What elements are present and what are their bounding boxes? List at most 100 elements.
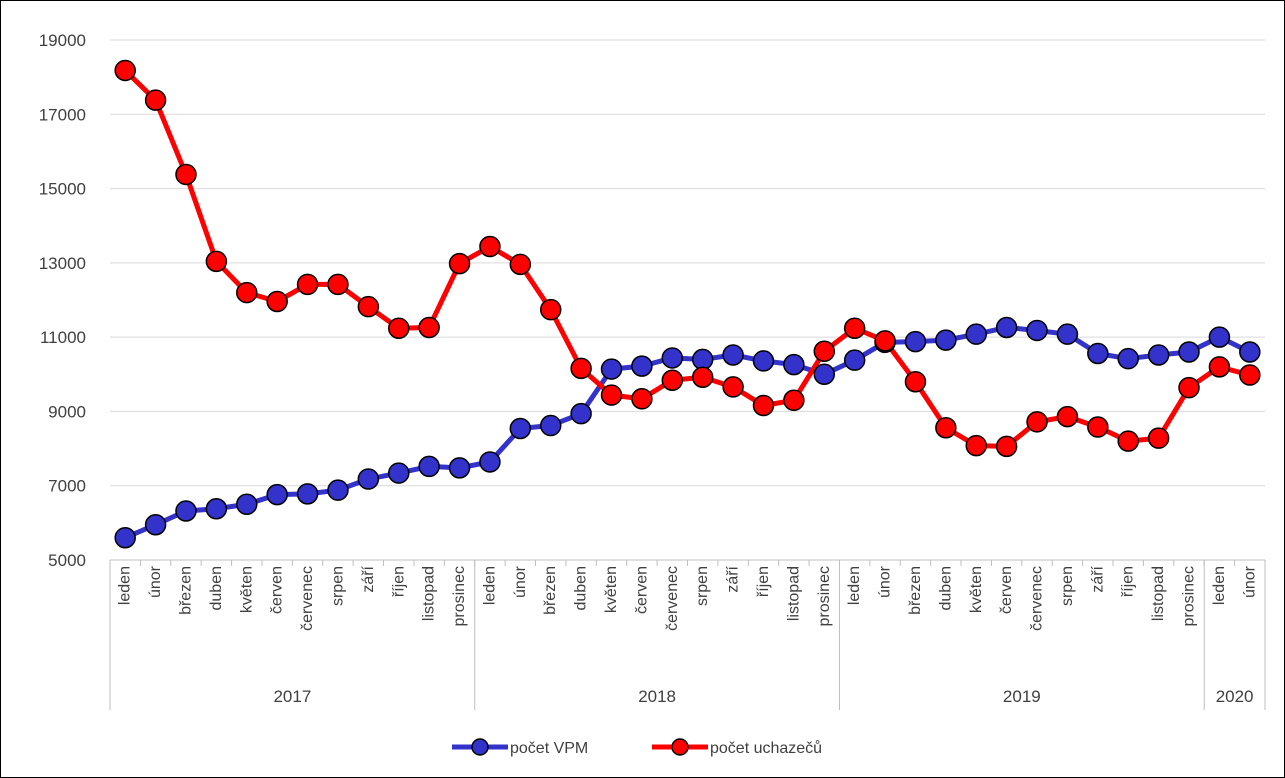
series-line bbox=[124, 324, 1251, 541]
series-lines bbox=[123, 68, 1251, 541]
data-point bbox=[388, 462, 410, 484]
year-label: 2020 bbox=[1216, 687, 1254, 706]
x-tick-label: duben bbox=[208, 566, 225, 611]
x-tick-label: září bbox=[725, 565, 742, 592]
year-label: 2017 bbox=[273, 687, 311, 706]
data-point bbox=[357, 468, 380, 490]
x-tick-label: listopad bbox=[785, 566, 802, 621]
data-point bbox=[114, 59, 136, 82]
x-tick-label: prosinec bbox=[816, 566, 833, 626]
x-tick-label: duben bbox=[937, 566, 954, 611]
data-point bbox=[1087, 416, 1109, 438]
data-point bbox=[509, 253, 532, 276]
x-tick-label: červenec bbox=[299, 566, 316, 631]
data-point bbox=[843, 317, 866, 339]
x-tick-label: červen bbox=[633, 566, 650, 614]
data-point bbox=[1026, 319, 1048, 342]
data-point bbox=[448, 252, 471, 275]
data-point bbox=[205, 250, 228, 273]
data-point bbox=[205, 497, 228, 520]
data-point bbox=[691, 348, 714, 371]
data-point bbox=[813, 363, 836, 386]
data-point bbox=[631, 355, 653, 377]
data-point bbox=[1239, 341, 1261, 363]
x-tick-label: březen bbox=[177, 566, 194, 615]
data-point bbox=[570, 357, 592, 380]
data-point bbox=[175, 163, 197, 186]
legend-label: počet uchazečů bbox=[710, 739, 822, 757]
data-point bbox=[539, 414, 562, 437]
series-line bbox=[123, 68, 1251, 449]
data-point bbox=[144, 513, 167, 536]
x-tick-label: prosinec bbox=[451, 566, 468, 626]
x-tick-label: září bbox=[1089, 565, 1106, 592]
data-point bbox=[327, 273, 349, 296]
data-point bbox=[965, 323, 987, 345]
x-tick-label: květen bbox=[968, 566, 985, 613]
y-tick-label: 15000 bbox=[39, 180, 86, 199]
data-point bbox=[904, 330, 927, 353]
x-tick-label: leden bbox=[481, 566, 498, 605]
data-point bbox=[843, 349, 866, 371]
x-tick-label: prosinec bbox=[1181, 566, 1198, 626]
x-tick-label: listopad bbox=[421, 566, 438, 621]
data-point bbox=[995, 435, 1018, 458]
data-point bbox=[874, 330, 896, 352]
data-point bbox=[722, 376, 744, 398]
x-tick-label: březen bbox=[542, 566, 559, 615]
data-point bbox=[1178, 341, 1200, 363]
data-point bbox=[722, 344, 744, 366]
x-tick-label: srpen bbox=[694, 566, 711, 606]
data-point bbox=[1208, 356, 1231, 378]
x-tick-label: únor bbox=[1241, 565, 1258, 598]
legend: počet VPM počet uchazečů bbox=[452, 738, 822, 757]
data-point bbox=[965, 434, 987, 457]
x-tick-label: červen bbox=[269, 566, 286, 614]
x-tick-label: červen bbox=[998, 566, 1015, 614]
y-axis-ticks: 5000 7000 9000 11000 13000 15000 17000 19000 bbox=[39, 31, 86, 570]
data-point bbox=[661, 369, 684, 391]
data-point bbox=[114, 526, 136, 549]
data-point bbox=[418, 455, 440, 478]
data-point bbox=[631, 388, 653, 410]
x-tick-label: říjen bbox=[1120, 566, 1137, 597]
x-tick-label: leden bbox=[117, 566, 134, 605]
data-point bbox=[661, 347, 684, 369]
data-point bbox=[236, 493, 258, 516]
data-point bbox=[1147, 427, 1170, 449]
data-point bbox=[570, 402, 592, 425]
x-tick-label: srpen bbox=[329, 566, 346, 606]
data-point bbox=[600, 384, 623, 406]
x-tick-label: srpen bbox=[1059, 566, 1076, 606]
y-tick-label: 9000 bbox=[48, 402, 86, 421]
data-point bbox=[1117, 430, 1139, 452]
x-tick-label: květen bbox=[603, 566, 620, 613]
data-point bbox=[783, 389, 805, 412]
y-tick-label: 7000 bbox=[48, 477, 86, 496]
x-tick-label: listopad bbox=[1150, 566, 1167, 621]
data-point bbox=[783, 353, 805, 376]
x-tick-label: únor bbox=[877, 565, 894, 598]
data-point bbox=[752, 350, 775, 372]
data-point bbox=[175, 500, 197, 522]
data-point bbox=[1056, 323, 1079, 345]
data-point bbox=[1239, 364, 1261, 386]
series-points bbox=[114, 59, 1261, 549]
data-point bbox=[388, 317, 410, 339]
data-point bbox=[995, 316, 1018, 339]
year-label: 2019 bbox=[1003, 687, 1041, 706]
y-tick-label: 17000 bbox=[39, 105, 86, 124]
data-point bbox=[600, 358, 623, 380]
data-point bbox=[752, 394, 775, 417]
legend-swatch-marker bbox=[471, 738, 489, 756]
x-tick-label: červenec bbox=[1029, 566, 1046, 631]
data-point bbox=[1208, 326, 1231, 348]
x-tick-label: leden bbox=[846, 566, 863, 605]
x-tick-label: říjen bbox=[755, 566, 772, 597]
x-tick-label: leden bbox=[1211, 566, 1228, 605]
data-point bbox=[327, 479, 349, 501]
y-tick-label: 11000 bbox=[40, 328, 86, 347]
data-point bbox=[144, 89, 167, 111]
x-tick-label: květen bbox=[238, 566, 255, 613]
